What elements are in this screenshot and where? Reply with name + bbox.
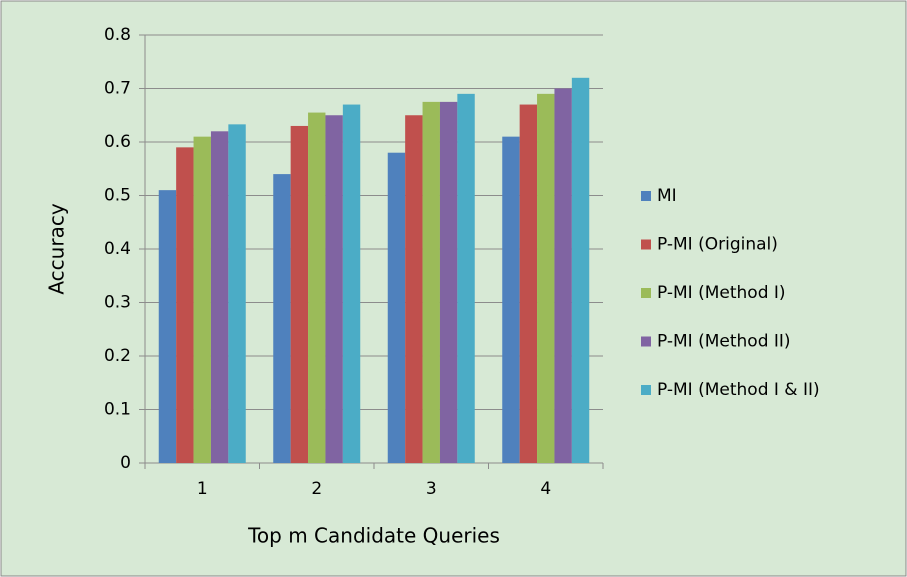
bar [308, 112, 326, 463]
bar [457, 93, 475, 463]
legend-label: P-MI (Method I) [657, 283, 786, 303]
bar [387, 152, 406, 463]
bar [273, 174, 291, 463]
x-tick-label: 4 [540, 479, 551, 499]
bar [502, 136, 520, 463]
y-tick-label: 0.7 [104, 79, 131, 99]
y-tick-label: 0.4 [104, 239, 131, 259]
bar [422, 101, 440, 463]
legend-label: P-MI (Method I & II) [657, 380, 820, 400]
bar [405, 115, 423, 463]
bar [290, 125, 309, 463]
y-tick-label: 0.6 [104, 132, 131, 152]
bar [342, 104, 361, 464]
x-tick-label: 2 [311, 479, 322, 499]
legend-label: MI [657, 186, 677, 206]
legend-swatch [641, 336, 651, 347]
bar [537, 93, 555, 463]
x-axis-label: Top m Candidate Queries [247, 524, 500, 548]
legend-swatch [641, 385, 651, 395]
bar [193, 136, 211, 463]
bar [571, 77, 590, 464]
bar [158, 190, 177, 463]
y-axis-label: Accuracy [45, 203, 69, 294]
y-tick-label: 0.8 [104, 25, 131, 45]
bar [554, 88, 572, 463]
legend-swatch [641, 288, 651, 298]
bar [228, 124, 246, 463]
y-tick-label: 0.5 [104, 186, 131, 206]
y-tick-label: 0.2 [104, 346, 131, 366]
legend-swatch [641, 239, 651, 250]
legend-label: P-MI (Method II) [657, 332, 791, 352]
bar [519, 104, 538, 464]
x-tick-label: 1 [197, 479, 208, 499]
y-tick-label: 0 [120, 453, 131, 473]
legend-label: P-MI (Original) [657, 235, 778, 255]
x-tick-label: 3 [426, 479, 437, 499]
bar [325, 115, 343, 463]
y-tick-label: 0.1 [104, 400, 131, 420]
bar [176, 147, 194, 463]
legend-swatch [641, 191, 651, 201]
bar [439, 101, 458, 463]
y-tick-label: 0.3 [104, 293, 131, 313]
bar [210, 131, 229, 464]
